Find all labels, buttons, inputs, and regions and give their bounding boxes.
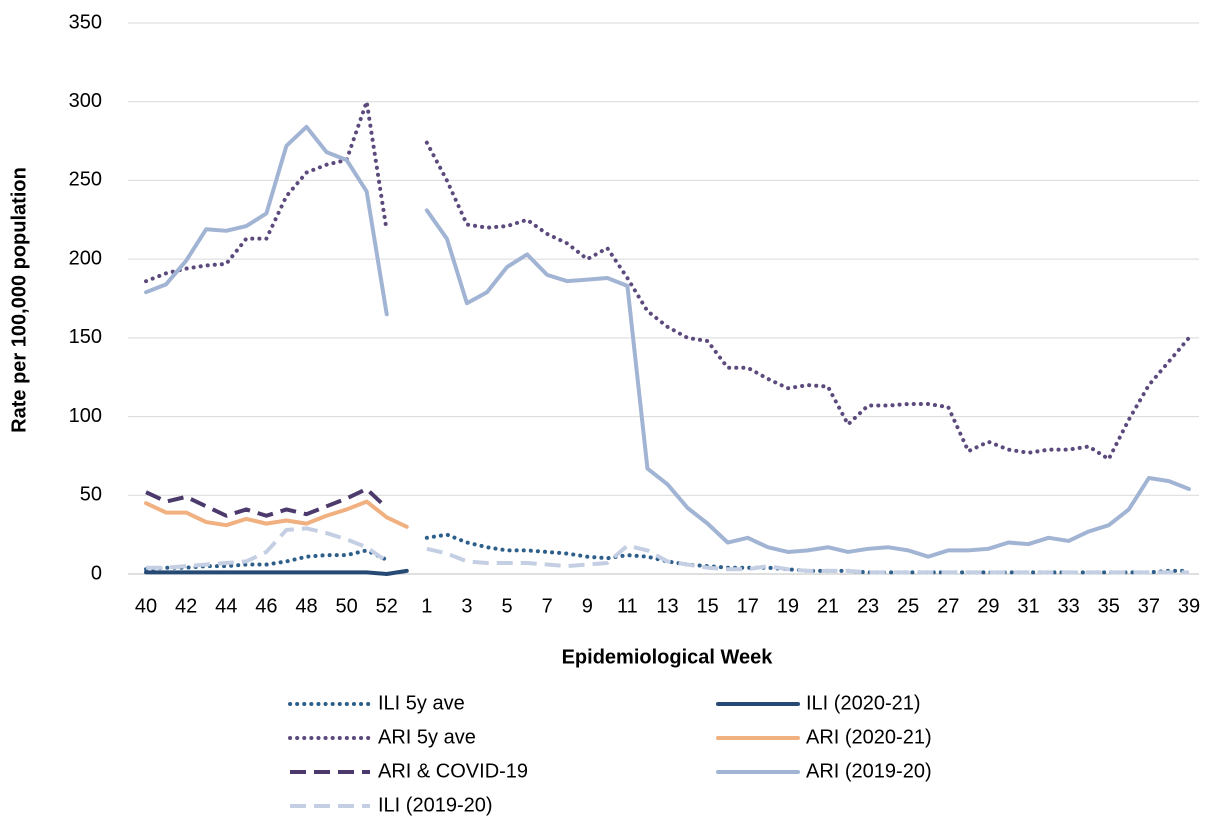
y-tick-label: 300	[69, 90, 102, 112]
legend-label: ILI (2019-20)	[378, 794, 493, 816]
x-tick-label: 35	[1098, 595, 1120, 617]
x-tick-label: 21	[817, 595, 839, 617]
series-line	[146, 526, 1189, 575]
legend-label: ARI 5y ave	[378, 726, 476, 748]
series-line	[144, 124, 1191, 559]
series-line	[144, 532, 1191, 575]
legend-label: ARI & COVID-19	[378, 760, 528, 782]
x-tick-label: 11	[617, 595, 638, 617]
y-tick-label: 200	[69, 247, 102, 269]
y-tick-label: 0	[91, 562, 102, 584]
x-tick-label: 44	[215, 595, 237, 617]
x-tick-label: 17	[737, 595, 759, 617]
x-tick-label: 25	[897, 595, 919, 617]
x-tick-label: 15	[696, 595, 718, 617]
y-tick-label: 150	[69, 326, 102, 348]
legend-label: ARI (2019-20)	[806, 760, 932, 782]
x-tick-label: 31	[1017, 595, 1039, 617]
x-tick-label: 33	[1058, 595, 1080, 617]
x-tick-label: 13	[656, 595, 678, 617]
x-tick-label: 50	[335, 595, 357, 617]
x-tick-label: 40	[135, 595, 157, 617]
y-tick-label: 100	[69, 405, 102, 427]
x-tick-label: 37	[1138, 595, 1160, 617]
y-tick-label: 50	[80, 484, 102, 506]
x-tick-label: 1	[421, 595, 432, 617]
y-tick-label: 250	[69, 169, 102, 191]
series-line	[145, 486, 389, 518]
x-tick-label: 42	[175, 595, 197, 617]
series-line	[144, 568, 409, 576]
x-tick-label: 48	[295, 595, 317, 617]
x-tick-label: 52	[376, 595, 398, 617]
legend-label: ILI (2020-21)	[806, 692, 921, 714]
x-tick-label: 7	[542, 595, 553, 617]
y-tick-label: 350	[69, 11, 102, 33]
x-tick-label: 23	[857, 595, 879, 617]
y-axis-title: Rate per 100,000 population	[8, 167, 30, 433]
series-line	[144, 499, 409, 529]
x-tick-label: 19	[777, 595, 799, 617]
legend-label: ARI (2020-21)	[806, 726, 932, 748]
x-tick-label: 9	[582, 595, 593, 617]
x-tick-label: 5	[501, 595, 512, 617]
x-tick-label: 29	[977, 595, 999, 617]
series-line	[144, 99, 1191, 462]
x-tick-label: 3	[461, 595, 472, 617]
x-tick-label: 39	[1178, 595, 1200, 617]
x-axis-title: Epidemiological Week	[562, 646, 774, 668]
legend-label: ILI 5y ave	[378, 692, 465, 714]
x-tick-label: 27	[937, 595, 959, 617]
x-tick-label: 46	[255, 595, 277, 617]
